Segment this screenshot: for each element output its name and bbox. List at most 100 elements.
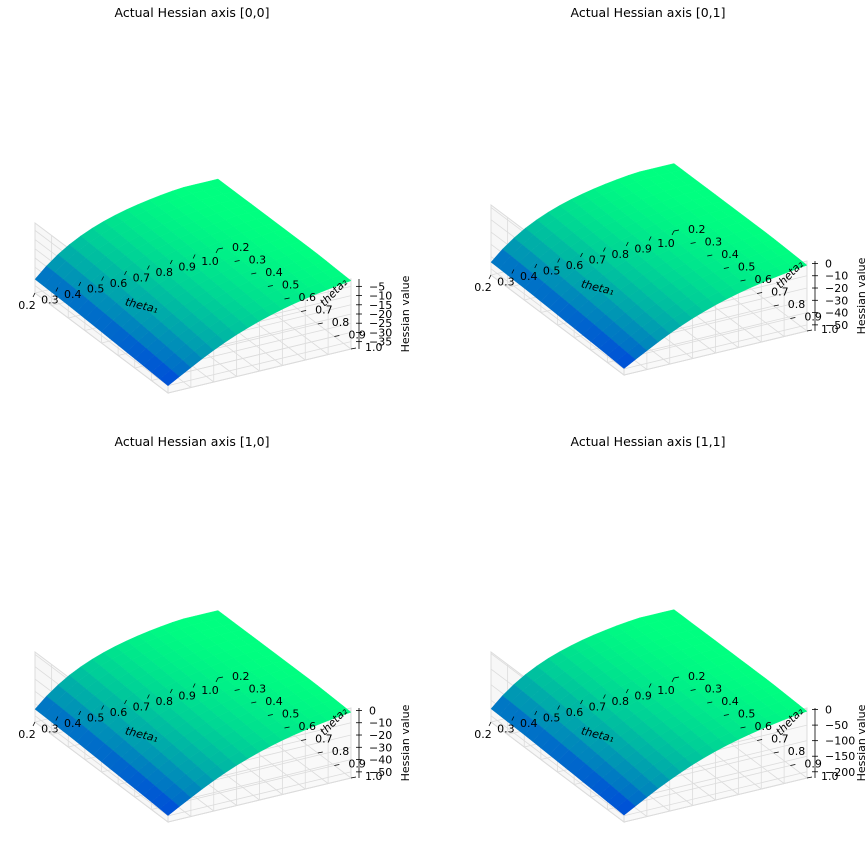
z-tick-label: −40 (369, 754, 392, 767)
y-tick-mark (723, 267, 729, 269)
y-tick-mark (773, 304, 779, 307)
z-tick-label: −10 (825, 270, 848, 283)
x-tick-mark (215, 248, 219, 254)
y-tick-label: 0.7 (315, 304, 333, 317)
x-tick-label: 0.2 (18, 728, 36, 741)
chart-title: Actual Hessian axis [1,0] (115, 434, 270, 449)
x-tick-label: 0.8 (612, 248, 630, 261)
y-tick-label: 0.3 (705, 236, 723, 249)
gridline (490, 268, 625, 370)
x-tick-mark (671, 230, 675, 236)
z-tick-label: −30 (369, 326, 392, 339)
x-tick-label: 0.3 (41, 723, 59, 736)
y-tick-mark (757, 739, 763, 741)
z-axis-label: Hessian value (855, 704, 868, 781)
gridline (167, 332, 352, 377)
chart-title: Actual Hessian axis [0,0] (115, 5, 270, 20)
x-tick-label: 0.9 (178, 261, 196, 274)
x-tick-mark (169, 688, 173, 694)
x-tick-mark (215, 677, 219, 683)
z-tick-label: −20 (369, 308, 392, 321)
x-tick-label: 0.7 (589, 701, 607, 714)
x-tick-mark (557, 258, 560, 263)
y-tick-mark (723, 714, 729, 716)
z-tick-label: −20 (825, 282, 848, 295)
y-tick-label: 0.9 (804, 311, 822, 324)
surface-mesh (490, 609, 808, 816)
z-tick-label: −10 (369, 290, 392, 303)
y-tick-label: 0.8 (788, 745, 806, 758)
y-tick-label: 0.5 (738, 708, 756, 721)
z-tick-label: −10 (369, 717, 392, 730)
surface-facet (34, 265, 56, 286)
x-tick-mark (580, 252, 583, 258)
x-tick-mark (55, 287, 59, 292)
x-tick-mark (671, 677, 675, 683)
x-tick-mark (534, 263, 538, 269)
y-tick-mark (234, 689, 240, 691)
x-tick-label: 0.7 (133, 701, 151, 714)
y-tick-mark (251, 701, 257, 704)
gridline (167, 341, 352, 387)
z-tick-label: −40 (825, 307, 848, 320)
y-tick-mark (217, 247, 224, 250)
x-tick-label: 1.0 (201, 255, 219, 268)
surface-panel-1: 0.2 0.3 0.4 0.5 0.6 0.7 0.8 0.9 1.0theta₁0.20.30… (474, 5, 868, 377)
x-tick-mark (124, 699, 127, 705)
x-tick-mark (147, 265, 150, 270)
x-tick-label: 0.5 (543, 265, 561, 278)
z-tick-label: 0 (825, 257, 832, 270)
y-tick-label: 0.4 (721, 248, 739, 261)
x-tick-label: 0.5 (543, 712, 561, 725)
gridline (34, 715, 169, 817)
x-tick-mark (557, 705, 560, 710)
gridline (167, 759, 352, 804)
y-tick-mark (350, 347, 357, 350)
y-tick-label: 0.5 (282, 279, 300, 292)
x-tick-label: 0.7 (133, 272, 151, 285)
x-tick-mark (32, 721, 36, 727)
surface-panel-2: 0.2 0.3 0.4 0.5 0.6 0.7 0.8 0.9 1.0theta₁0.20.30… (18, 434, 412, 824)
z-tick-label: −25 (369, 317, 392, 330)
x-tick-mark (78, 710, 82, 716)
y-tick-label: 0.6 (299, 720, 317, 733)
x-tick-label: 0.9 (178, 690, 196, 703)
x-tick-mark (603, 694, 606, 699)
y-tick-mark (317, 322, 323, 325)
x-tick-label: 0.4 (520, 270, 538, 283)
x-tick-mark (78, 281, 82, 287)
y-tick-label: 0.8 (788, 298, 806, 311)
y-tick-label: 0.8 (332, 316, 350, 329)
surface-panel-0: 0.2 0.3 0.4 0.5 0.6 0.7 0.8 0.9 1.0theta₁0.20.30… (18, 5, 412, 395)
gridline (167, 777, 352, 823)
surface-facet (490, 695, 512, 716)
y-tick-label: 0.2 (232, 241, 250, 254)
z-tick-label: −35 (369, 336, 392, 349)
y-tick-label: 0.2 (232, 670, 250, 683)
x-tick-label: 0.9 (634, 243, 652, 256)
y-tick-mark (806, 329, 813, 332)
y-tick-label: 1.0 (365, 341, 383, 354)
x-tick-mark (32, 292, 36, 298)
x-tick-label: 0.8 (156, 695, 174, 708)
chart-title: Actual Hessian axis [0,1] (571, 5, 726, 20)
gridline (623, 312, 808, 357)
x-tick-mark (511, 269, 515, 274)
surface-facet (490, 248, 512, 269)
y-tick-label: 0.6 (299, 291, 317, 304)
x-tick-mark (625, 241, 629, 247)
gridline (623, 324, 808, 370)
y-tick-mark (267, 285, 273, 287)
x-tick-label: 0.5 (87, 283, 105, 296)
y-tick-mark (690, 689, 696, 691)
x-tick-mark (55, 716, 59, 721)
y-tick-label: 0.4 (265, 695, 283, 708)
y-tick-mark (673, 229, 680, 232)
x-tick-label: 0.6 (566, 259, 584, 272)
chart-title: Actual Hessian axis [1,1] (571, 434, 726, 449)
y-tick-mark (740, 726, 746, 729)
x-tick-label: 0.3 (41, 294, 59, 307)
y-tick-mark (350, 776, 357, 779)
y-tick-label: 0.5 (282, 708, 300, 721)
